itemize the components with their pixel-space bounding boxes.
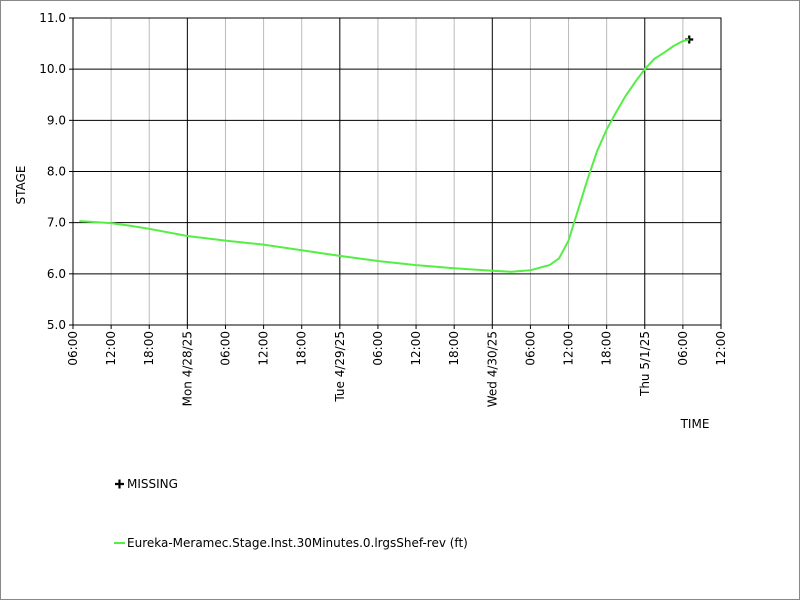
- x-tick-label: Mon 4/28/25: [180, 331, 194, 406]
- x-tick-label: 06:00: [371, 331, 385, 366]
- x-tick-label: 12:00: [409, 331, 423, 366]
- y-tick-label: 9.0: [47, 113, 66, 127]
- x-tick-label: 12:00: [562, 331, 576, 366]
- y-tick-label: 5.0: [47, 318, 66, 332]
- y-axis-label: STAGE: [14, 166, 28, 205]
- x-tick-label: Thu 5/1/25: [638, 331, 652, 397]
- x-tick-label: 18:00: [600, 331, 614, 366]
- x-tick-label: 18:00: [295, 331, 309, 366]
- x-tick-label: 12:00: [104, 331, 118, 366]
- x-tick-label: 06:00: [218, 331, 232, 366]
- y-tick-label: 10.0: [39, 62, 66, 76]
- x-tick-label: 12:00: [714, 331, 728, 366]
- data-line: [79, 38, 690, 273]
- y-tick-label: 11.0: [39, 11, 66, 25]
- legend-label: MISSING: [127, 477, 178, 491]
- x-tick-label: 12:00: [257, 331, 271, 366]
- x-tick-label: Tue 4/29/25: [333, 331, 347, 403]
- plot-border: [72, 17, 722, 326]
- legend-marker: [115, 479, 124, 489]
- x-tick-label: Wed 4/30/25: [485, 331, 499, 407]
- x-axis-label: TIME: [680, 417, 710, 431]
- x-tick-label: 18:00: [142, 331, 156, 366]
- legend-label: Eureka-Meramec.Stage.Inst.30Minutes.0.lr…: [127, 536, 468, 550]
- y-tick-label: 8.0: [47, 165, 66, 179]
- x-tick-label: 06:00: [676, 331, 690, 366]
- y-tick-label: 7.0: [47, 216, 66, 230]
- x-tick-label: 06:00: [523, 331, 537, 366]
- y-tick-label: 6.0: [47, 267, 66, 281]
- x-tick-label: 18:00: [447, 331, 461, 366]
- x-tick-label: 06:00: [66, 331, 80, 366]
